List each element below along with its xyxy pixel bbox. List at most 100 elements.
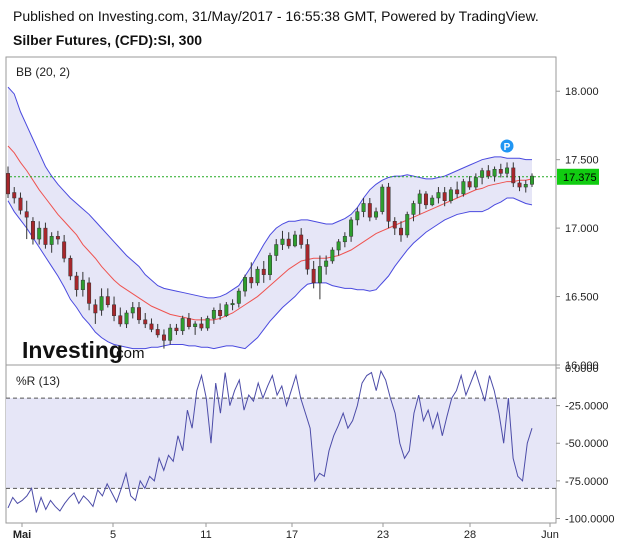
candle-body [93, 304, 98, 314]
candle-body [486, 170, 491, 177]
wr-tick-label: -100.0000 [565, 513, 615, 525]
candle [530, 173, 534, 188]
candle [517, 176, 522, 192]
candle [174, 323, 179, 335]
candle [268, 252, 272, 281]
candle-body [505, 167, 510, 174]
time-tick-label: 17 [286, 529, 298, 541]
bb-indicator-label[interactable]: BB (20, 2) [16, 65, 70, 79]
candle-body [211, 309, 216, 319]
candle [18, 192, 23, 215]
candle [261, 260, 266, 283]
candle [255, 266, 260, 286]
candle-body [143, 319, 148, 325]
candle [367, 197, 372, 222]
bb-lower-line [7, 197, 533, 350]
candle-body [168, 327, 173, 341]
candle-body [218, 309, 223, 316]
williams-r [6, 369, 556, 513]
candles[interactable] [6, 162, 534, 349]
candle-body [517, 182, 522, 188]
candle [274, 239, 279, 261]
candle [87, 277, 92, 311]
candle [143, 312, 148, 329]
candle [55, 230, 60, 245]
candle-body [112, 304, 117, 316]
candle-body [55, 236, 60, 240]
time-tick-label: 11 [200, 529, 211, 541]
wr-axis: 0.0000 -25.0000 -50.0000 -75.0000 -100.0000 [556, 363, 615, 525]
candle-body [311, 268, 316, 284]
candle [218, 303, 223, 320]
candle-body [423, 193, 428, 206]
candle-body [161, 334, 166, 341]
candle-body [62, 241, 67, 259]
candle [436, 187, 441, 204]
candle [199, 317, 204, 331]
candle [423, 191, 428, 209]
candle [280, 230, 285, 251]
candle-body [255, 268, 260, 284]
candle [430, 195, 435, 207]
candle-body [230, 303, 235, 306]
price-tick-label: 17.500 [565, 155, 599, 167]
candle-body [286, 238, 291, 247]
time-tick-label: 23 [377, 529, 389, 541]
candle [80, 271, 85, 297]
candle-body [236, 290, 241, 304]
candle [442, 187, 447, 207]
candle-body [43, 227, 48, 245]
candle-body [349, 219, 354, 237]
marker-p-icon[interactable]: P [500, 139, 514, 154]
candle-body [330, 249, 335, 262]
candle [349, 217, 354, 242]
wr-tick-label: -25.0000 [565, 401, 608, 413]
candle-body [386, 186, 391, 222]
candle-body [305, 244, 310, 270]
candle [130, 302, 135, 319]
candle-body [336, 241, 341, 251]
candle [486, 165, 491, 179]
candle [180, 315, 185, 335]
candle [330, 247, 335, 264]
candle-body [80, 279, 85, 290]
candle [311, 260, 316, 289]
candle-body [180, 318, 185, 332]
candle [137, 302, 141, 324]
candle-body [380, 186, 385, 212]
candle [473, 173, 478, 190]
candle [317, 255, 322, 300]
candle-body [411, 203, 416, 215]
candle [305, 239, 310, 275]
candle-body [430, 197, 435, 206]
candle-body [261, 268, 266, 275]
candle [205, 315, 210, 331]
wr-indicator-label[interactable]: %R (13) [16, 374, 60, 388]
candle-body [87, 282, 92, 304]
candle-body [399, 227, 403, 236]
candle [336, 239, 341, 256]
publish-info: Published on Investing.com, 31/May/2017 … [13, 8, 539, 24]
candle-body [243, 277, 248, 292]
candle-body [442, 192, 447, 201]
candle-body [155, 329, 160, 336]
time-axis: Mai 5 11 17 23 28 Jun [13, 523, 559, 541]
candle-body [324, 260, 329, 267]
candle-body [280, 238, 285, 245]
candle [224, 302, 229, 318]
candle-body [205, 318, 210, 329]
candle-body [224, 304, 229, 316]
candle [411, 200, 416, 222]
candle-body [405, 214, 410, 236]
candle [511, 162, 516, 188]
candle-body [149, 323, 154, 330]
candle [168, 323, 173, 345]
bollinger-bands [6, 86, 556, 350]
candle [292, 230, 297, 248]
candle-body [186, 318, 191, 327]
price-tick-label: 17.000 [565, 223, 599, 235]
candle-body [74, 275, 79, 290]
candle-body [361, 203, 366, 212]
candle-body [355, 211, 360, 221]
